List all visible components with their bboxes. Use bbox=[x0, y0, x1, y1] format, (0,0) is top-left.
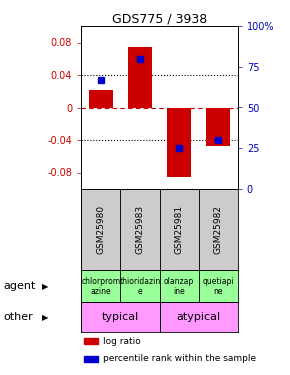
Bar bbox=[206, 108, 230, 146]
Text: atypical: atypical bbox=[177, 312, 221, 322]
Text: agent: agent bbox=[3, 281, 35, 291]
Bar bbox=[120, 189, 160, 270]
Text: GSM25980: GSM25980 bbox=[96, 205, 105, 254]
Text: ▶: ▶ bbox=[42, 313, 48, 322]
Text: quetiapi
ne: quetiapi ne bbox=[202, 276, 234, 296]
Bar bbox=[160, 303, 238, 332]
Text: olanzap
ine: olanzap ine bbox=[164, 276, 194, 296]
Bar bbox=[160, 270, 199, 303]
Text: GSM25983: GSM25983 bbox=[135, 205, 144, 254]
Text: GSM25981: GSM25981 bbox=[175, 205, 184, 254]
Bar bbox=[128, 46, 152, 108]
Bar bbox=[81, 189, 120, 270]
Text: percentile rank within the sample: percentile rank within the sample bbox=[103, 354, 256, 363]
Bar bbox=[81, 303, 160, 332]
Bar bbox=[120, 270, 160, 303]
Bar bbox=[84, 356, 98, 362]
Bar bbox=[199, 189, 238, 270]
Text: ▶: ▶ bbox=[42, 282, 48, 291]
Bar bbox=[89, 90, 113, 108]
Text: other: other bbox=[3, 312, 33, 322]
Title: GDS775 / 3938: GDS775 / 3938 bbox=[112, 12, 207, 25]
Text: chlorprom
azine: chlorprom azine bbox=[81, 276, 120, 296]
Bar bbox=[167, 108, 191, 177]
Text: thioridazin
e: thioridazin e bbox=[119, 276, 161, 296]
Text: log ratio: log ratio bbox=[103, 337, 141, 346]
Bar bbox=[199, 270, 238, 303]
Bar bbox=[81, 270, 120, 303]
Text: GSM25982: GSM25982 bbox=[214, 205, 223, 254]
Text: typical: typical bbox=[102, 312, 139, 322]
Bar bbox=[84, 338, 98, 344]
Bar bbox=[160, 189, 199, 270]
